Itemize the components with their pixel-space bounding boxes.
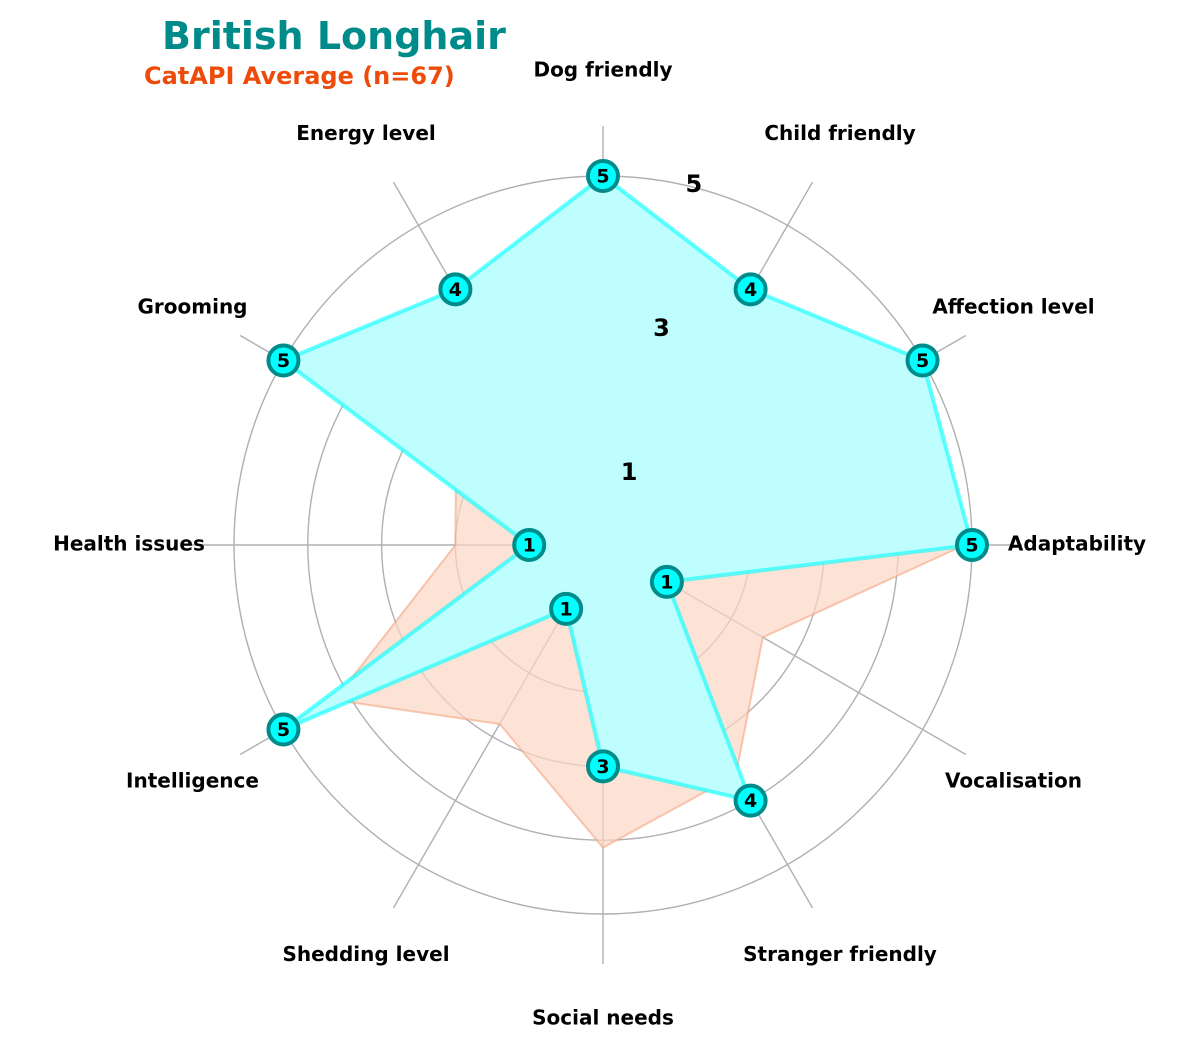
axis-labels: Adaptability Affection level Child friendl… <box>53 58 1146 1030</box>
data-point-vocalisation <box>649 564 684 599</box>
ring-tick-label-5: 5 <box>685 170 702 198</box>
axis-label-grooming: Grooming <box>137 295 247 319</box>
data-point-grooming <box>266 343 301 378</box>
axis-label-stranger-friendly: Stranger friendly <box>743 942 937 966</box>
axis-label-shedding-level: Shedding level <box>282 942 449 966</box>
ring-tick-label-1: 1 <box>621 458 638 486</box>
data-label-affection-level: 5 <box>916 350 929 372</box>
data-point-child-friendly <box>733 272 768 307</box>
data-point-shedding-level <box>549 591 584 626</box>
axis-label-social-needs: Social needs <box>532 1006 674 1030</box>
data-point-energy-level <box>438 272 473 307</box>
axis-label-vocalisation: Vocalisation <box>945 769 1082 793</box>
data-label-grooming: 5 <box>277 350 290 372</box>
axis-label-adaptability: Adaptability <box>1008 532 1146 556</box>
data-point-social-needs <box>586 749 620 784</box>
data-point-adaptability <box>955 528 989 562</box>
data-label-adaptability: 5 <box>965 535 978 557</box>
data-point-stranger-friendly <box>733 783 768 818</box>
axis-label-intelligence: Intelligence <box>126 769 259 793</box>
data-point-affection-level <box>905 343 940 378</box>
data-label-dog-friendly: 5 <box>596 166 609 188</box>
chart-title: British Longhair <box>162 14 506 58</box>
data-label-social-needs: 3 <box>596 756 609 778</box>
data-point-health-issues <box>512 528 547 562</box>
data-point-intelligence <box>266 712 301 747</box>
data-point-dog-friendly <box>586 159 620 193</box>
data-label-vocalisation: 1 <box>660 571 673 593</box>
axis-label-energy-level: Energy level <box>296 121 436 145</box>
data-label-intelligence: 5 <box>277 719 290 741</box>
axis-label-health-issues: Health issues <box>53 532 205 556</box>
breed-series: 5 5 4 5 4 5 1 5 1 3 4 1 <box>266 159 989 818</box>
data-label-energy-level: 4 <box>449 279 462 301</box>
data-label-shedding-level: 1 <box>559 598 572 620</box>
data-label-health-issues: 1 <box>523 535 536 557</box>
axis-label-dog-friendly: Dog friendly <box>533 58 672 82</box>
data-label-child-friendly: 4 <box>744 279 757 301</box>
axis-label-affection-level: Affection level <box>932 295 1094 319</box>
chart-subtitle: CatAPI Average (n=67) <box>144 62 455 90</box>
ring-tick-label-3: 3 <box>653 314 670 342</box>
data-label-stranger-friendly: 4 <box>744 790 757 812</box>
axis-label-child-friendly: Child friendly <box>764 121 915 145</box>
